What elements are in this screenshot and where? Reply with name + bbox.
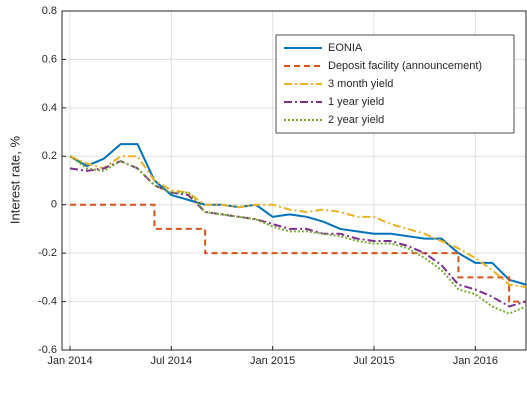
legend-label: 2 year yield — [328, 114, 384, 126]
x-tick-label: Jan 2016 — [453, 355, 498, 367]
series-line — [69, 155, 527, 289]
y-tick-label: 0.6 — [42, 53, 57, 65]
legend-label: EONIA — [328, 42, 363, 54]
legend-label: Deposit facility (announcement) — [328, 60, 482, 72]
x-tick-label: Jul 2015 — [353, 355, 395, 367]
series-line — [69, 155, 527, 315]
y-tick-label: 0.2 — [42, 150, 57, 162]
legend-label: 3 month yield — [328, 78, 393, 90]
y-tick-label: -0.4 — [38, 295, 57, 307]
legend-box — [275, 34, 515, 134]
legend: EONIA Deposit facility (announcement) 3 mo… — [275, 34, 515, 134]
x-tick-label: Jul 2014 — [151, 355, 193, 367]
y-tick-label: 0.4 — [42, 102, 57, 114]
y-tick-label: 0 — [51, 199, 57, 211]
y-tick-label: -0.6 — [38, 344, 57, 356]
series-line — [69, 160, 527, 308]
y-tick-label: 0.8 — [42, 5, 57, 17]
y-axis-label: Interest rate, % — [7, 135, 22, 224]
plot-frame — [61, 10, 527, 351]
x-tick-label: Jan 2014 — [47, 355, 92, 367]
x-tick-label: Jan 2015 — [250, 355, 295, 367]
series-line — [69, 143, 527, 286]
legend-label: 1 year yield — [328, 96, 384, 108]
y-tick-label: -0.2 — [38, 247, 57, 259]
